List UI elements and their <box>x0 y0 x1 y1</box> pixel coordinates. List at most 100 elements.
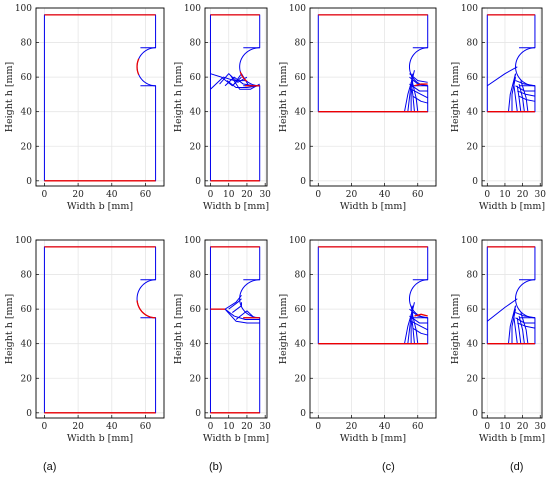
series-line-boundary <box>487 66 518 87</box>
series-line-boundary <box>518 95 536 102</box>
y-tick-label: 20 <box>467 374 479 384</box>
caption-a: (a) <box>43 461 56 473</box>
x-axis-title: Width b [mm] <box>203 433 269 444</box>
y-axis-title: Height h [mm] <box>4 294 15 365</box>
y-tick-label: 80 <box>295 39 307 49</box>
panel-b-bottom: 0 10 20 30 0 20 40 60 80 100 Width b [mm] Height h … <box>173 236 271 444</box>
series-line-boundary <box>228 298 242 310</box>
y-tick-label: 80 <box>467 271 479 281</box>
y-tick-label: 60 <box>21 305 33 315</box>
x-tick-label: 40 <box>106 190 118 200</box>
series-line-boundary <box>210 294 242 310</box>
y-tick-label: 60 <box>21 73 33 83</box>
y-tick-label: 100 <box>289 236 306 246</box>
series-line-boundary <box>409 315 428 324</box>
y-tick-label: 80 <box>190 271 202 281</box>
x-tick-label: 10 <box>499 190 511 200</box>
series-line-boundary <box>513 73 518 112</box>
series-line-boundary <box>409 76 428 87</box>
y-tick-label: 80 <box>467 39 479 49</box>
series-line-boundary <box>235 310 255 320</box>
series-line-boundary <box>209 246 261 413</box>
y-tick-label: 20 <box>295 374 307 384</box>
axes-frame <box>481 7 543 187</box>
series-line-boundary <box>517 322 536 329</box>
series-line-boundary <box>209 14 261 181</box>
x-tick-label: 0 <box>484 422 490 432</box>
x-tick-label: 0 <box>315 190 321 200</box>
x-tick-label: 20 <box>241 422 253 432</box>
x-axis-title: Width b [mm] <box>67 433 133 444</box>
panel-d-top: 0 10 20 30 0 20 40 60 80 100 Width b [mm] Height h … <box>450 4 546 212</box>
y-axis-title: Height h [mm] <box>173 294 184 365</box>
x-tick-label: 20 <box>241 190 253 200</box>
series-line-boundary <box>412 327 428 336</box>
series-line-boundary <box>513 305 518 344</box>
panel-a-bottom: 0 20 40 60 0 20 40 60 80 100 Width b [mm] Height h … <box>4 236 165 444</box>
series-line-boundary <box>232 302 242 313</box>
series-line-boundary <box>410 314 415 344</box>
x-tick-label: 10 <box>499 422 511 432</box>
y-tick-label: 20 <box>467 142 479 152</box>
series-line-boundary <box>136 47 156 87</box>
x-tick-label: 0 <box>208 422 214 432</box>
series-line-boundary <box>43 14 157 181</box>
y-tick-label: 80 <box>21 39 33 49</box>
x-axis-title: Width b [mm] <box>203 201 269 212</box>
x-tick-label: 0 <box>484 190 490 200</box>
series-line-loaded <box>414 83 428 87</box>
x-tick-label: 40 <box>106 422 118 432</box>
series-line-boundary <box>410 82 415 112</box>
series-line-boundary <box>210 85 261 182</box>
captions-group: (a) (b) (c) (d) <box>43 461 523 473</box>
series-line-boundary <box>408 47 428 87</box>
y-tick-label: 60 <box>467 73 479 83</box>
series-line-boundary <box>515 279 535 319</box>
y-tick-label: 20 <box>190 142 202 152</box>
series-line-boundary <box>515 85 535 92</box>
x-tick-label: 30 <box>535 422 547 432</box>
x-tick-label: 40 <box>379 190 391 200</box>
x-tick-label: 20 <box>517 190 529 200</box>
y-axis-title: Height h [mm] <box>173 62 184 133</box>
series-line-loaded <box>136 58 140 76</box>
y-tick-label: 100 <box>15 236 32 246</box>
y-axis-title: Height h [mm] <box>450 294 461 365</box>
series-line-boundary <box>486 298 518 322</box>
y-tick-label: 100 <box>184 236 201 246</box>
x-tick-label: 40 <box>379 422 391 432</box>
series-line-loaded <box>239 71 248 82</box>
y-tick-label: 40 <box>295 108 307 118</box>
y-tick-label: 40 <box>467 108 479 118</box>
series-line-boundary <box>516 85 522 112</box>
series-line-boundary <box>226 80 260 88</box>
y-tick-label: 60 <box>467 305 479 315</box>
series-line-boundary <box>410 320 428 331</box>
x-tick-label: 20 <box>346 422 358 432</box>
series-line-boundary <box>404 70 415 112</box>
x-tick-label: 30 <box>259 190 271 200</box>
x-tick-label: 60 <box>412 190 424 200</box>
y-axis-title: Height h [mm] <box>278 294 289 365</box>
series-line-boundary <box>520 312 529 344</box>
y-tick-label: 60 <box>190 305 202 315</box>
y-tick-label: 60 <box>295 305 307 315</box>
y-axis-title: Height h [mm] <box>278 62 289 133</box>
y-tick-label: 0 <box>300 409 306 419</box>
series-line-boundary <box>224 76 255 87</box>
series-line-boundary <box>44 317 157 414</box>
x-axis-title: Width b [mm] <box>67 201 133 212</box>
series-line-boundary <box>224 308 260 324</box>
axes-frame <box>481 239 543 419</box>
series-line-boundary <box>410 80 414 112</box>
x-tick-label: 0 <box>208 190 214 200</box>
caption-d: (d) <box>510 461 523 473</box>
y-tick-label: 40 <box>21 340 33 350</box>
series-line-boundary <box>517 90 536 97</box>
y-tick-label: 0 <box>300 177 306 187</box>
panel-d-bottom: 0 10 20 30 0 20 40 60 80 100 Width b [mm] Height h … <box>450 236 546 444</box>
y-tick-label: 0 <box>26 177 32 187</box>
y-tick-label: 40 <box>21 108 33 118</box>
x-tick-label: 0 <box>42 422 48 432</box>
